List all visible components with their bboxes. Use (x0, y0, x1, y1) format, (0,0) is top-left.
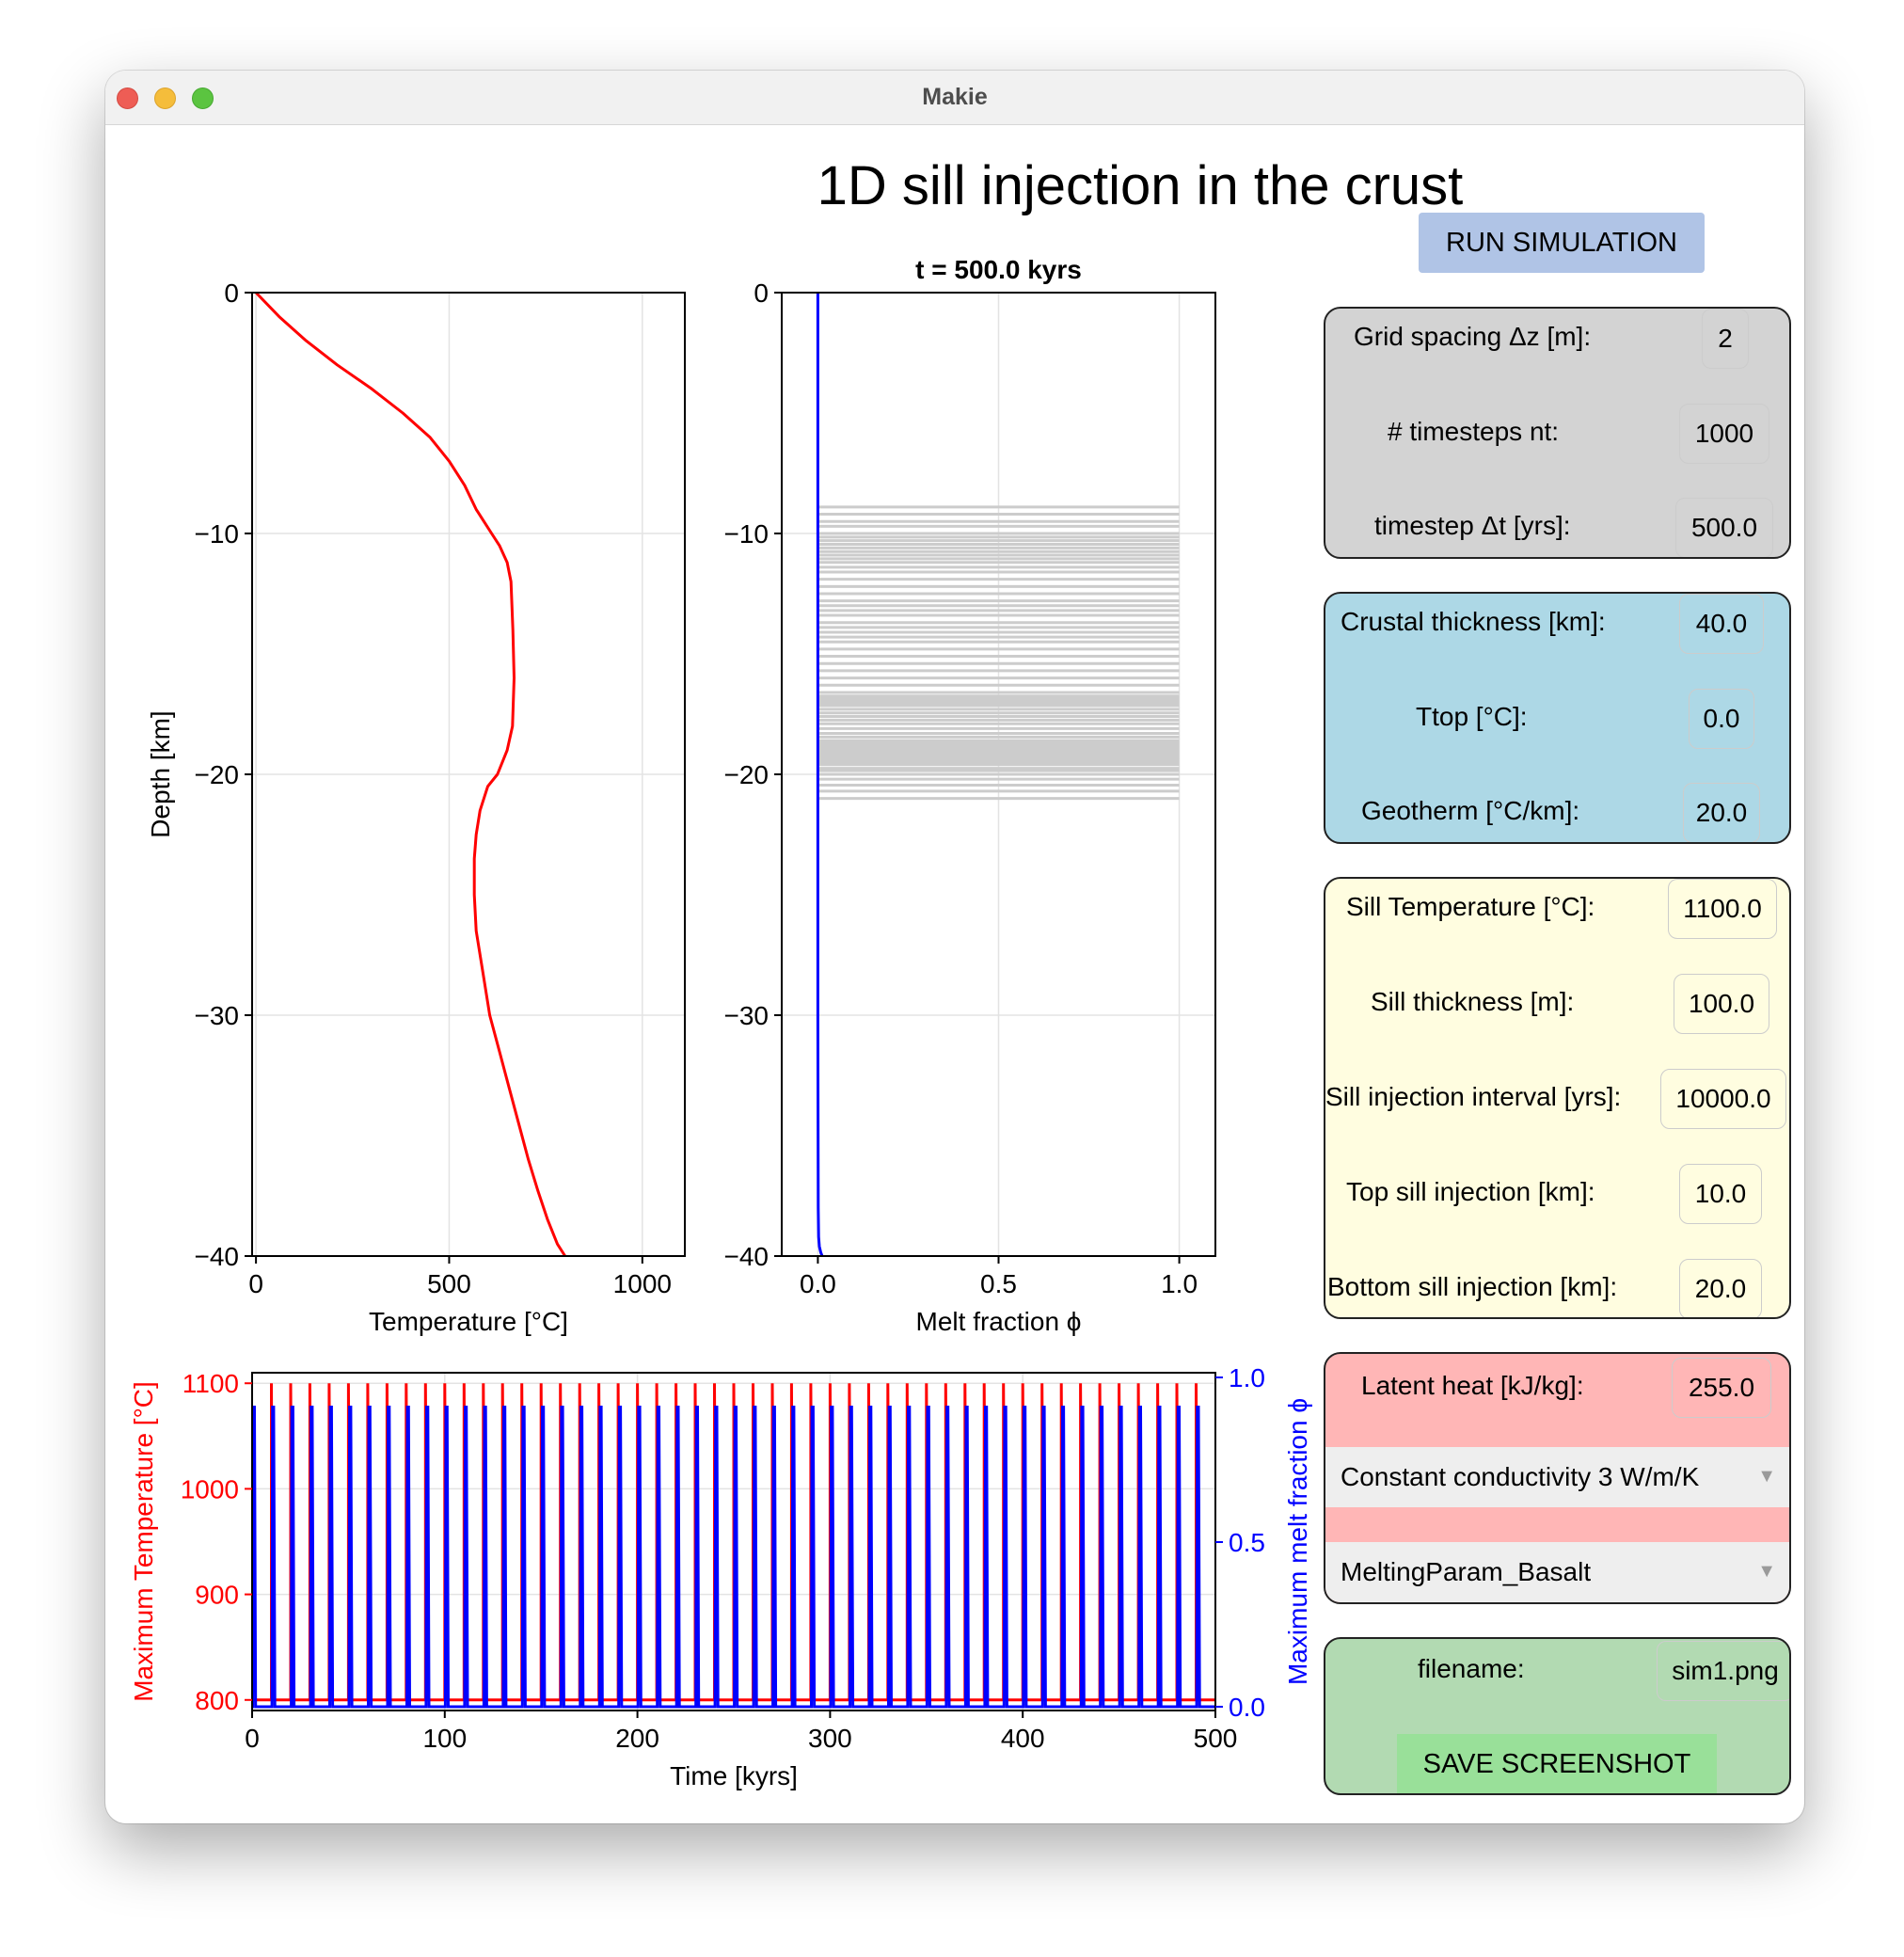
y-tick-label: −20 (195, 760, 240, 789)
sill-settings-panel: Sill Temperature [°C]: 1100.0 Sill thick… (1324, 877, 1791, 1319)
close-window-button[interactable] (117, 88, 138, 109)
x-tick-label: 1000 (613, 1269, 672, 1298)
melting-param-dropdown[interactable]: MeltingParam_Basalt ▼ (1325, 1542, 1789, 1602)
crust-settings-panel: Crustal thickness [km]: 40.0 Ttop [°C]: … (1324, 592, 1791, 844)
x-tick-label: 0 (245, 1724, 260, 1753)
sill-temperature-label: Sill Temperature [°C]: (1346, 892, 1595, 921)
crustal-thickness-label: Crustal thickness [km]: (1341, 607, 1606, 636)
max-temperature-line (252, 1383, 1215, 1702)
y-tick-label: 800 (195, 1686, 239, 1715)
series-line (816, 293, 824, 1257)
plot-title: t = 500.0 kyrs (915, 255, 1082, 284)
x-tick-label: 500 (1194, 1724, 1238, 1753)
y-axis-label: Maximum Temperature [°C] (129, 1381, 158, 1702)
melt-fraction-depth-plot[interactable]: 0.0 0.5 1.0 0 −10 −20 −30 −40 Melt fraction ϕ t =… (724, 255, 1216, 1336)
save-screenshot-button[interactable]: SAVE SCREENSHOT (1397, 1734, 1717, 1793)
y-tick-label: 900 (195, 1581, 239, 1610)
grid-settings-panel: Grid spacing Δz [m]: 2 # timesteps nt: 1… (1324, 307, 1791, 559)
run-simulation-button[interactable]: RUN SIMULATION (1419, 213, 1705, 273)
y-tick-label: 1100 (182, 1369, 239, 1398)
conductivity-selected: Constant conductivity 3 W/m/K (1341, 1462, 1700, 1491)
max-melt-fraction-line (251, 1406, 1215, 1709)
temperature-depth-plot[interactable]: 0 500 1000 0 −10 −20 −30 −40 Temperature [°C] Dep… (146, 278, 686, 1336)
geotherm-label: Geotherm [°C/km]: (1361, 796, 1580, 825)
y-axis-label: Depth [km] (146, 710, 175, 837)
material-settings-panel: Latent heat [kJ/kg]: 255.0 Constant cond… (1324, 1352, 1791, 1604)
x-tick-label: 200 (615, 1724, 659, 1753)
y-tick-label: −40 (195, 1242, 240, 1271)
timestep-field[interactable]: 500.0 (1675, 498, 1773, 557)
y-tick-label: −40 (724, 1242, 770, 1271)
grid-spacing-field[interactable]: 2 (1702, 309, 1749, 369)
sill-interval-label: Sill injection interval [yrs]: (1325, 1082, 1622, 1111)
x-tick-label: 0.0 (800, 1269, 836, 1298)
grid-spacing-label: Grid spacing Δz [m]: (1354, 322, 1592, 351)
app-window: Makie 1D sill injection in the crust 0 50… (105, 71, 1804, 1823)
zoom-window-button[interactable] (192, 88, 214, 109)
latent-heat-label: Latent heat [kJ/kg]: (1361, 1371, 1584, 1400)
bottom-sill-label: Bottom sill injection [km]: (1327, 1272, 1618, 1301)
top-sill-label: Top sill injection [km]: (1346, 1177, 1595, 1206)
x-axis-label: Time [kyrs] (670, 1761, 798, 1790)
ttop-label: Ttop [°C]: (1416, 702, 1528, 731)
timesteps-label: # timesteps nt: (1388, 417, 1560, 446)
filename-label: filename: (1418, 1654, 1525, 1683)
ttop-field[interactable]: 0.0 (1689, 689, 1754, 749)
y-tick-label: 0 (754, 278, 769, 308)
dropdown-arrow-icon: ▼ (1757, 1561, 1776, 1582)
figure-title: 1D sill injection in the crust (817, 155, 1464, 216)
sill-thickness-label: Sill thickness [m]: (1371, 987, 1575, 1016)
melting-param-selected: MeltingParam_Basalt (1341, 1557, 1592, 1586)
x-tick-label: 1.0 (1161, 1269, 1198, 1298)
save-panel: filename: sim1.png SAVE SCREENSHOT (1324, 1637, 1791, 1795)
y-right-tick-label: 0.0 (1229, 1693, 1265, 1722)
y-tick-label: 1000 (181, 1474, 239, 1504)
y-right-axis-label: Maximum melt fraction ϕ (1283, 1398, 1312, 1685)
conductivity-dropdown[interactable]: Constant conductivity 3 W/m/K ▼ (1325, 1447, 1789, 1507)
y-right-tick-label: 1.0 (1229, 1363, 1265, 1392)
y-tick-label: −30 (195, 1001, 240, 1030)
crustal-thickness-field[interactable]: 40.0 (1679, 594, 1764, 654)
time-series-plot[interactable]: 0 100 200 300 400 500 1100 1000 900 800 1.0 0.5 0.0 T… (129, 1363, 1312, 1790)
x-tick-label: 0.5 (980, 1269, 1017, 1298)
x-axis-label: Melt fraction ϕ (916, 1307, 1082, 1336)
latent-heat-field[interactable]: 255.0 (1672, 1358, 1771, 1418)
top-sill-field[interactable]: 10.0 (1679, 1164, 1762, 1224)
timestep-label: timestep Δt [yrs]: (1374, 511, 1571, 540)
minimize-window-button[interactable] (154, 88, 176, 109)
timesteps-field[interactable]: 1000 (1679, 404, 1769, 464)
x-axis-label: Temperature [°C] (369, 1307, 568, 1336)
y-tick-label: −10 (724, 519, 770, 549)
filename-field[interactable]: sim1.png (1657, 1641, 1789, 1701)
window-title: Makie (922, 84, 988, 110)
sill-interval-field[interactable]: 10000.0 (1660, 1069, 1786, 1129)
y-tick-label: −20 (724, 760, 770, 789)
title-bar: Makie (105, 71, 1804, 125)
x-tick-label: 0 (248, 1269, 263, 1298)
x-tick-label: 300 (808, 1724, 852, 1753)
y-tick-label: 0 (224, 278, 239, 308)
y-tick-label: −30 (724, 1001, 770, 1030)
geotherm-field[interactable]: 20.0 (1683, 783, 1760, 842)
bottom-sill-field[interactable]: 20.0 (1679, 1259, 1762, 1317)
x-tick-label: 400 (1001, 1724, 1045, 1753)
sill-temperature-field[interactable]: 1100.0 (1668, 879, 1777, 939)
dropdown-arrow-icon: ▼ (1757, 1466, 1776, 1487)
y-tick-label: −10 (195, 519, 240, 549)
sill-thickness-field[interactable]: 100.0 (1674, 974, 1769, 1034)
x-tick-label: 500 (427, 1269, 471, 1298)
x-tick-label: 100 (422, 1724, 467, 1753)
series-line (255, 291, 566, 1257)
y-right-tick-label: 0.5 (1229, 1528, 1265, 1557)
